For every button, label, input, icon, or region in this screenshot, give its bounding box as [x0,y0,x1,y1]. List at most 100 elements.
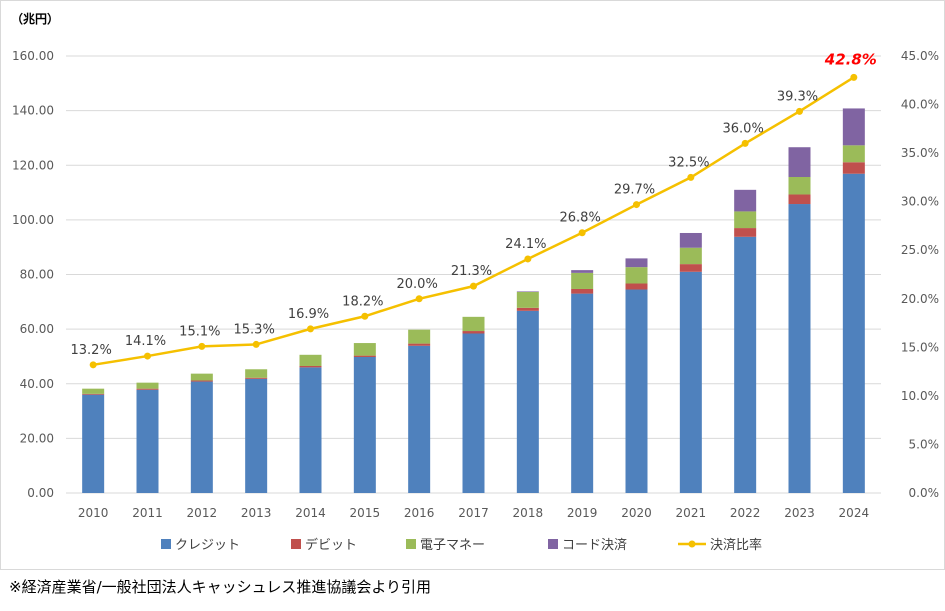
bar-segment [462,316,485,332]
right-tick-label: 45.0% [901,49,939,63]
right-tick-label: 0.0% [909,486,940,500]
ratio-data-label: 29.7% [614,183,655,198]
left-tick-label: 40.00 [20,377,54,391]
bar-segment [842,145,865,163]
ratio-point [198,342,206,350]
bar-segment [788,147,811,177]
stacked-bars [82,108,865,494]
bar-segment [82,393,105,395]
legend-line-marker [688,540,696,548]
bar-segment [571,272,594,289]
bar-segment [625,283,648,290]
bar-segment [842,162,865,174]
x-tick-label: 2011 [132,506,163,520]
bar-segment [842,173,865,494]
right-axis: 0.0% 5.0% 10.0% 15.0% 20.0% 25.0% 30.0% 35.0% 40… [901,49,939,500]
bar-segment [571,293,594,493]
ratio-point [578,229,586,237]
x-tick-label: 2021 [676,506,707,520]
ratio-data-label: 21.3% [451,264,492,279]
legend-swatch [406,539,416,549]
right-tick-label: 10.0% [901,389,939,403]
x-axis-labels: 2010 2011 2012 2013 2014 2015 2016 2017 2018 2019… [78,506,869,520]
x-tick-label: 2020 [621,506,652,520]
x-tick-label: 2012 [187,506,218,520]
bar-segment [516,307,539,311]
bar-segment [571,288,594,294]
ratio-data-label: 15.3% [234,322,275,337]
right-tick-label: 40.0% [901,98,939,112]
bar-segment [353,356,376,493]
bar-segment [734,228,757,237]
ratio-point [89,361,97,369]
bar-segment [516,291,539,308]
bar-segment [408,329,431,344]
x-tick-label: 2024 [839,506,870,520]
ratio-point [144,352,151,360]
ratio-data-label: 14.1% [125,334,166,349]
bar-segment [679,247,702,265]
x-tick-label: 2014 [295,506,326,520]
ratio-point [252,340,260,348]
x-tick-label: 2010 [78,506,109,520]
x-tick-label: 2019 [567,506,598,520]
ratio-point [796,107,803,115]
bar-segment [625,258,648,268]
bar-segment [679,264,702,272]
ratio-point [741,139,749,147]
ratio-point [633,201,640,209]
legend-label: 決済比率 [710,537,762,553]
bar-segment [679,271,702,493]
bar-segment [788,194,811,205]
bar-segment [571,270,594,273]
left-tick-label: 60.00 [20,322,54,336]
bar-segment [788,176,811,195]
bar-segment [462,333,485,493]
ratio-data-label: 16.9% [288,307,329,322]
bar-segment [82,394,105,493]
right-tick-label: 30.0% [901,195,939,209]
bar-segment [625,267,648,284]
legend-label: 電子マネー [420,538,485,553]
bar-segment [190,380,213,382]
legend-label: クレジット [175,538,240,553]
ratio-point [850,73,858,81]
x-tick-label: 2022 [730,506,761,520]
ratio-data-label: 42.8% [824,50,877,68]
legend-swatch [161,539,171,549]
ratio-data-label: 26.8% [560,211,601,226]
x-tick-label: 2017 [458,506,489,520]
ratio-point [687,173,695,181]
legend: クレジット デビット 電子マネー コード決済 決済比率 [161,537,762,553]
legend-label: デビット [305,537,357,553]
bar-segment [299,367,322,493]
bar-segment [353,355,376,357]
x-tick-label: 2023 [784,506,815,520]
x-tick-label: 2018 [513,506,544,520]
bar-segment [516,310,539,493]
x-tick-label: 2013 [241,506,272,520]
ratio-data-label: 39.3% [777,89,818,104]
ratio-data-label: 20.0% [397,277,438,292]
right-tick-label: 5.0% [909,437,940,451]
left-tick-label: 80.00 [20,268,54,282]
bar-segment [516,291,539,292]
bar-segment [734,211,757,229]
right-tick-label: 20.0% [901,292,939,306]
bar-segment [462,331,485,334]
bar-segment [842,108,865,146]
ratio-data-label: 36.0% [723,121,764,136]
ratio-line: 13.2% 14.1% 15.1% 15.3% 16.9% 18.2% 20.0% 21.3%… [71,50,877,369]
left-tick-label: 0.00 [27,486,54,500]
source-note: ※経済産業省/一般社団法人キャッシュレス推進協議会より引用 [9,578,432,596]
left-tick-label: 120.00 [12,158,54,172]
bar-segment [734,236,757,493]
legend-swatch [548,539,558,549]
bar-segment [788,204,811,493]
left-tick-label: 20.00 [20,431,54,445]
ratio-point [361,312,369,320]
bar-segment [136,382,159,389]
right-tick-label: 25.0% [901,243,939,257]
ratio-data-label: 18.2% [342,294,383,309]
right-tick-label: 35.0% [901,146,939,160]
